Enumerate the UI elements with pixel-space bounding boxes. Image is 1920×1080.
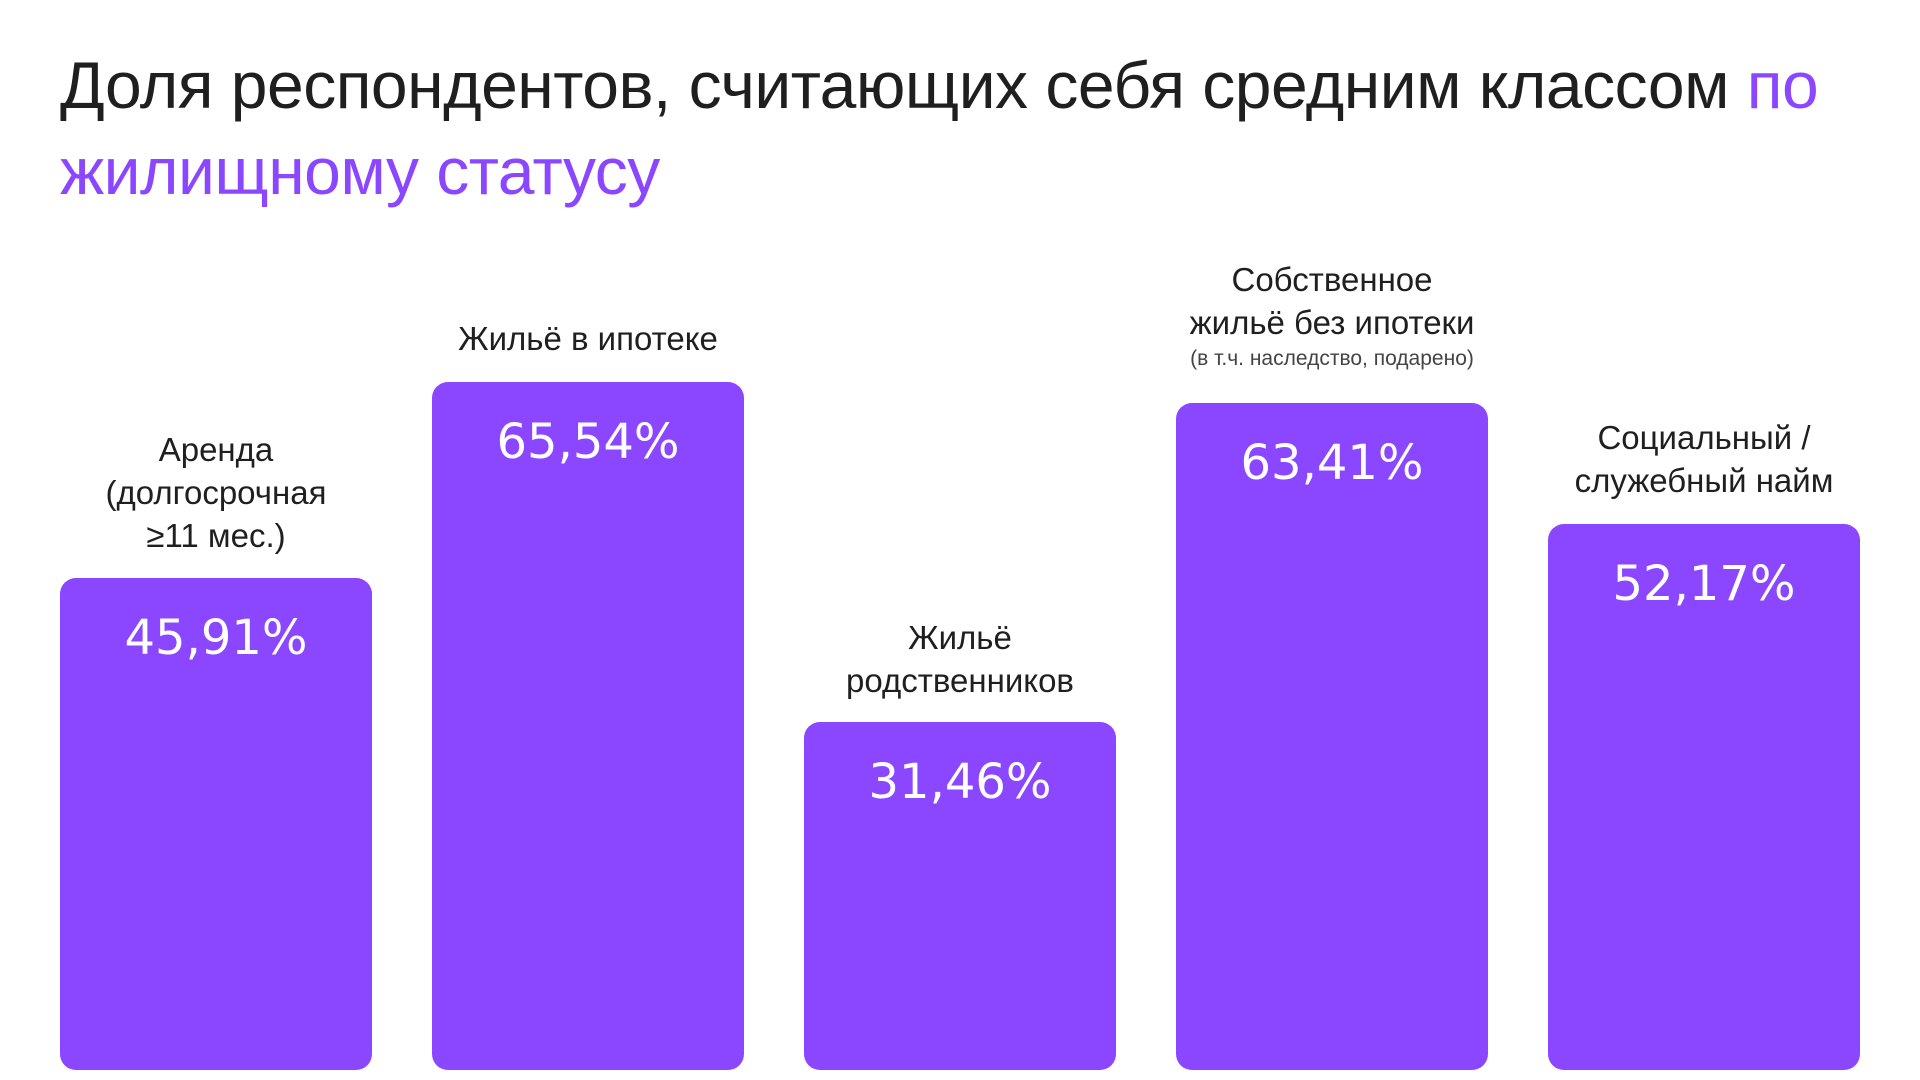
bar-value: 52,17%: [1612, 556, 1796, 612]
bar-value: 63,41%: [1240, 435, 1424, 491]
label-line: родственников: [846, 662, 1074, 699]
label-line: ≥11 мес.): [146, 517, 286, 554]
title-main: Доля респондентов, считающих себя средни…: [60, 48, 1747, 122]
bar: 63,41%: [1176, 403, 1488, 1070]
label-line: (долгосрочная: [105, 474, 327, 511]
label-line: Социальный /: [1597, 419, 1811, 456]
label-line: жильё без ипотеки: [1189, 304, 1475, 341]
bar-sublabel: (в т.ч. наследство, подарено): [1190, 347, 1474, 370]
bar-column-mortgage: Жильё в ипотеке 65,54%: [432, 300, 744, 1070]
bar-label: Аренда (долгосрочная ≥11 мес.): [40, 428, 392, 557]
bar-label: Собственное жильё без ипотеки (в т.ч. на…: [1156, 258, 1508, 374]
bar: 45,91%: [60, 578, 372, 1070]
label-line: служебный найм: [1574, 462, 1834, 499]
bar-value: 45,91%: [124, 610, 308, 666]
label-line: Жильё в ипотеке: [458, 320, 718, 357]
bar-label: Жильё родственников: [784, 616, 1136, 702]
bar: 31,46%: [804, 722, 1116, 1070]
bar-column-own: Собственное жильё без ипотеки (в т.ч. на…: [1176, 258, 1488, 1070]
bar-value: 31,46%: [868, 754, 1052, 810]
chart-title: Доля респондентов, считающих себя средни…: [60, 42, 1860, 214]
label-line: Жильё: [908, 619, 1012, 656]
label-line: Собственное: [1231, 261, 1433, 298]
bar-label: Социальный / служебный найм: [1528, 416, 1880, 502]
bar-column-relatives: Жильё родственников 31,46%: [804, 610, 1116, 1070]
label-line: Аренда: [158, 431, 274, 468]
bar-column-rent: Аренда (долгосрочная ≥11 мес.) 45,91%: [60, 400, 372, 1070]
bar-value: 65,54%: [496, 414, 680, 470]
bar: 52,17%: [1548, 524, 1860, 1070]
bar-column-social: Социальный / служебный найм 52,17%: [1548, 414, 1860, 1070]
bar-label: Жильё в ипотеке: [412, 317, 764, 360]
bar: 65,54%: [432, 382, 744, 1070]
title-accent: по жилищному статусу: [60, 48, 1819, 208]
